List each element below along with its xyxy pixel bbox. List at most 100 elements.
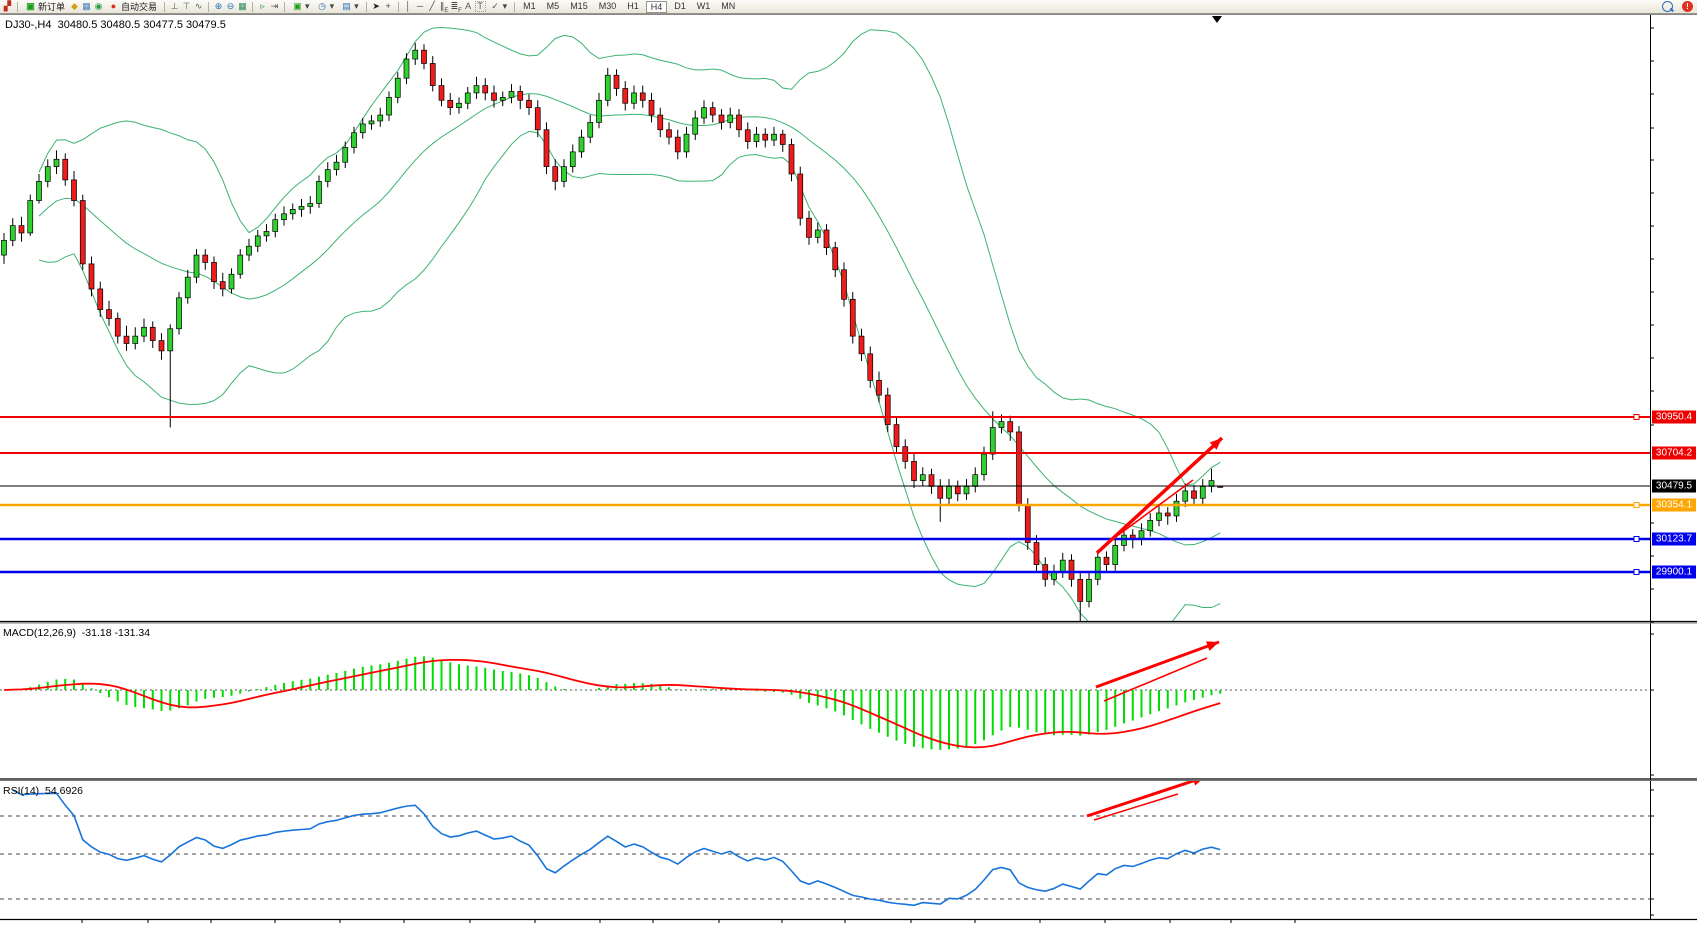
trendline-icon[interactable]: ╱ — [429, 1, 435, 11]
arrows-icon: ✓ — [491, 1, 499, 11]
candle-body — [543, 129, 550, 167]
chart-symbol-period: DJ30-,H4 — [5, 19, 52, 31]
fibonacci-icon[interactable]: ≣F — [450, 1, 462, 14]
line-handle[interactable] — [1633, 536, 1640, 542]
trend-arrow[interactable] — [1086, 777, 1205, 818]
candle-body — [683, 133, 690, 153]
candle-body — [631, 92, 637, 104]
zoom-in-icon[interactable]: ⊕ — [214, 1, 223, 11]
autotrade-button[interactable]: ● 自动交易 — [105, 0, 160, 13]
arrows-dropdown[interactable]: ✓ ▾ — [491, 1, 508, 11]
candle-body — [1164, 512, 1171, 517]
template-dropdown[interactable]: ▤ ▾ — [342, 1, 359, 11]
candle-body — [1147, 520, 1154, 532]
candle-body — [841, 269, 847, 300]
candle-body — [1199, 486, 1206, 499]
candle-body — [569, 151, 576, 167]
candle-body — [44, 166, 51, 182]
trend-arrow[interactable] — [1101, 479, 1194, 548]
timeframe-button-h4[interactable]: H4 — [645, 0, 668, 13]
candle-body — [307, 203, 314, 207]
price-badge-30479.5: 30479.5 — [1652, 479, 1696, 493]
chart-shift-icon[interactable]: ⇥ — [270, 1, 279, 11]
timeframe-button-d1[interactable]: D1 — [674, 0, 686, 11]
label-tool-icon[interactable]: T — [474, 1, 486, 12]
vertical-line-icon[interactable]: │ — [405, 1, 411, 11]
main-chart-panel[interactable] — [0, 26, 1650, 637]
price-badge-29900.1: 29900.1 — [1652, 565, 1696, 579]
candle-body — [298, 206, 305, 210]
candle-body — [403, 58, 410, 79]
bollinger-middle-band — [38, 93, 1221, 546]
macd-panel[interactable] — [0, 640, 1650, 750]
timeframe-button-m15[interactable]: M15 — [570, 0, 588, 11]
candle-body — [447, 99, 454, 109]
timeframe-buttons: M1 M5 M15 M30 H1 H4 D1 W1 MN — [519, 0, 739, 13]
horizontal-line-icon[interactable]: ─ — [416, 1, 424, 11]
candle-body — [972, 474, 979, 487]
channel-icon[interactable]: ∥E — [439, 1, 449, 14]
chart-shift-marker[interactable] — [1212, 16, 1222, 23]
candle-body — [902, 446, 909, 462]
text-tool-icon[interactable]: A — [465, 1, 472, 11]
trend-arrow[interactable] — [1095, 436, 1224, 555]
timeframe-button-h1[interactable]: H1 — [627, 0, 639, 11]
trend-arrow-head — [1193, 781, 1201, 786]
search-icon[interactable] — [1662, 1, 1673, 12]
line-handle[interactable] — [1633, 502, 1640, 508]
rsi-indicator-label: RSI(14) 54.6926 — [3, 785, 83, 797]
trend-arrow[interactable] — [1093, 793, 1179, 821]
timeframe-button-w1[interactable]: W1 — [696, 0, 711, 11]
toolbar-separator — [365, 1, 367, 12]
notification-icon[interactable]: ! — [1682, 1, 1693, 12]
candle-body — [1156, 512, 1162, 521]
timeframe-button-mn[interactable]: MN — [721, 0, 736, 11]
zoom-out-icon[interactable]: ⊖ — [226, 1, 235, 11]
line-handle[interactable] — [1633, 414, 1640, 420]
candlestick-chart-icon[interactable]: ⊤ — [182, 1, 191, 11]
bar-chart-icon[interactable]: ⊥ — [170, 1, 179, 11]
tile-windows-icon[interactable]: ▦ — [238, 1, 247, 11]
candle-body — [394, 77, 401, 98]
price-badge-30354.1: 30354.1 — [1652, 498, 1696, 512]
auto-scroll-icon[interactable]: ▹ — [260, 1, 265, 11]
candle-body — [666, 129, 672, 138]
template-icon: ▤ — [342, 1, 351, 11]
trend-arrow-head — [1209, 438, 1222, 450]
candle-body — [228, 273, 235, 290]
trend-arrow[interactable] — [1103, 657, 1208, 702]
candle-body — [911, 461, 917, 481]
candle-body — [613, 74, 620, 89]
candle-body — [176, 297, 182, 330]
candle-body — [1112, 545, 1119, 565]
candle-body — [429, 63, 436, 86]
candle-body — [132, 335, 139, 344]
cursor-icon[interactable]: ➤ — [372, 1, 380, 11]
timeframe-button-m1[interactable]: M1 — [523, 0, 536, 11]
candle-body — [998, 421, 1005, 428]
candle-body — [858, 335, 865, 355]
timeframe-button-m30[interactable]: M30 — [598, 0, 617, 11]
line-chart-icon[interactable]: ∿ — [194, 1, 203, 11]
period-dropdown[interactable]: ◷ ▾ — [318, 1, 335, 11]
signals-icon[interactable]: ◉ — [94, 1, 103, 11]
candle-body — [604, 74, 611, 101]
candle-body — [867, 353, 874, 381]
candle-body — [184, 276, 191, 299]
candle-body — [674, 136, 681, 153]
crosshair-icon[interactable]: + — [385, 1, 391, 11]
line-handle[interactable] — [1633, 569, 1640, 575]
candle-body — [167, 328, 174, 352]
rsi-panel[interactable] — [0, 776, 1650, 907]
market-watch-icon[interactable]: ▦ — [82, 1, 91, 11]
candle-body — [534, 107, 541, 131]
new-chart-dropdown[interactable]: ▣ ▾ — [293, 1, 310, 11]
candle-body — [1024, 505, 1031, 543]
chart-profiles-icon[interactable]: ◆ — [71, 1, 78, 11]
timeframe-button-m5[interactable]: M5 — [546, 0, 560, 11]
bollinger-upper-band — [38, 26, 1221, 486]
new-order-button[interactable]: ▣ 新订单 — [22, 0, 68, 13]
trend-arrow[interactable] — [1095, 640, 1220, 689]
candle-body — [771, 133, 777, 141]
